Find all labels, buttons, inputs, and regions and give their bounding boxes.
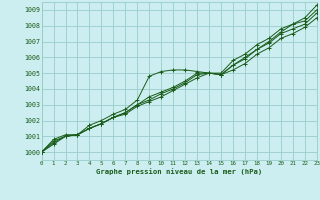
X-axis label: Graphe pression niveau de la mer (hPa): Graphe pression niveau de la mer (hPa) [96, 168, 262, 175]
